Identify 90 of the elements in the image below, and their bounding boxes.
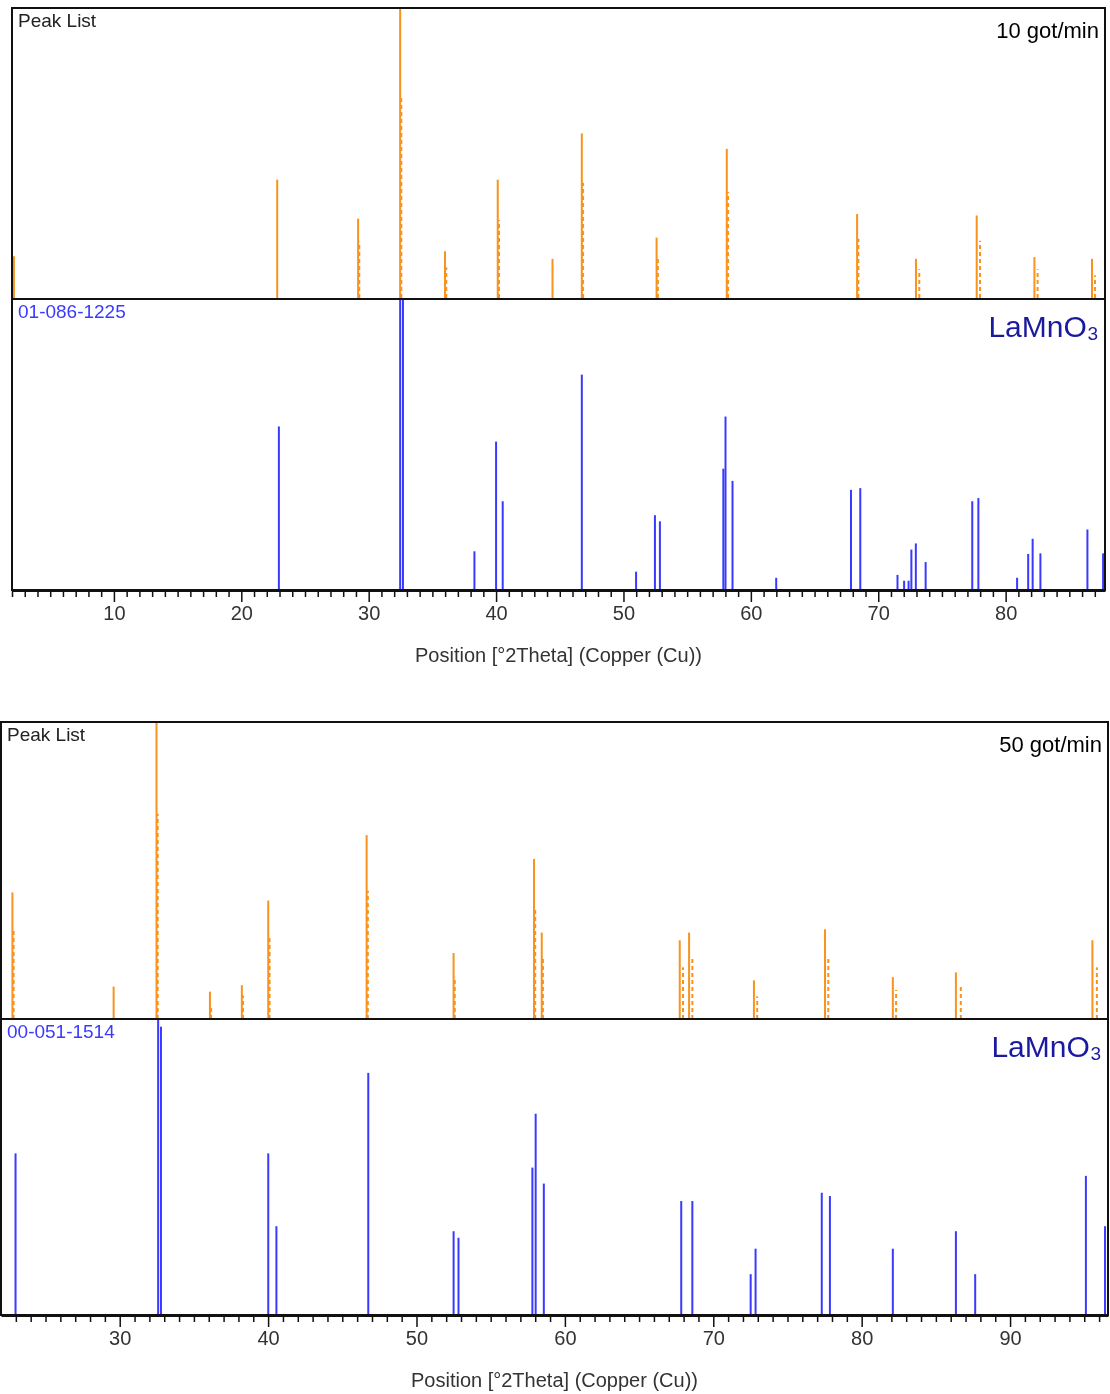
x-tick-label: 30: [358, 602, 381, 624]
bar: [754, 1248, 757, 1315]
bar: [277, 426, 280, 590]
bar: [891, 1248, 894, 1315]
x-tick-label: 50: [612, 602, 636, 624]
bar: [457, 1237, 460, 1315]
bar: [11, 892, 14, 1019]
bar: [276, 179, 279, 299]
bar: [267, 900, 270, 1019]
x-tick-label: 60: [740, 602, 763, 624]
bar: [1031, 538, 1034, 590]
bar: [896, 574, 899, 590]
bar: [688, 932, 691, 1019]
bar: [1084, 1175, 1087, 1315]
bar: [1091, 940, 1094, 1019]
x-tick-label: 10: [103, 602, 126, 624]
bar: [1033, 257, 1036, 299]
bar: [1102, 553, 1105, 590]
bar: [1016, 577, 1019, 590]
bar: [775, 577, 778, 590]
bar: [1027, 553, 1030, 590]
bar: [974, 1274, 977, 1315]
chart-title: Peak List: [18, 10, 97, 31]
bar: [1086, 529, 1089, 590]
bar: [691, 1201, 694, 1315]
annotation: 50 got/min: [999, 732, 1102, 757]
bar: [954, 972, 957, 1019]
bar: [1095, 967, 1098, 1019]
bar: [658, 521, 661, 590]
bar: [495, 441, 498, 590]
bar: [267, 1153, 270, 1315]
annotation: LaMnO₃: [991, 1030, 1102, 1063]
bar: [828, 1196, 831, 1315]
bar: [891, 977, 894, 1019]
bar: [724, 416, 727, 590]
annotation: 10 got/min: [996, 18, 1099, 43]
bar: [954, 1231, 957, 1315]
bar: [653, 515, 656, 590]
x-tick-label: 60: [554, 1327, 577, 1349]
bar: [910, 549, 913, 590]
bar: [977, 498, 980, 590]
bar: [1039, 553, 1042, 590]
x-tick-label: 80: [851, 1327, 874, 1349]
bar: [534, 1113, 537, 1315]
bar: [1091, 258, 1094, 299]
bar: [580, 374, 583, 590]
bar: [678, 940, 681, 1019]
x-tick-label: 20: [230, 602, 253, 624]
bar: [959, 985, 962, 1019]
bar: [859, 488, 862, 590]
bar: [975, 215, 978, 299]
x-tick-label: 40: [485, 602, 508, 624]
chart-title: Peak List: [7, 724, 86, 745]
bar: [14, 1153, 17, 1315]
bar: [531, 1167, 534, 1315]
bar: [367, 1072, 370, 1315]
x-tick-label: 80: [995, 602, 1018, 624]
bar: [820, 1192, 823, 1315]
bar: [275, 1226, 278, 1315]
x-tick-label: 50: [405, 1327, 429, 1349]
x-axis-title: Position [°2Theta] (Copper (Cu)): [410, 1369, 699, 1391]
bar: [849, 489, 852, 590]
chart-title: 00-051-1514: [7, 1021, 116, 1042]
bar: [752, 980, 755, 1019]
bar: [749, 1274, 752, 1315]
bar: [112, 986, 115, 1019]
bar: [824, 929, 827, 1019]
annotation: LaMnO₃: [988, 310, 1099, 343]
bar: [731, 480, 734, 590]
x-tick-label: 70: [867, 602, 890, 624]
bar: [501, 501, 504, 590]
bar: [924, 562, 927, 590]
bar: [914, 258, 917, 299]
bar: [680, 1201, 683, 1315]
bar: [1104, 1226, 1107, 1315]
x-tick-label: 70: [702, 1327, 725, 1349]
bar: [971, 501, 974, 590]
x-tick-label: 40: [257, 1327, 280, 1349]
x-tick-label: 90: [999, 1327, 1022, 1349]
bar: [473, 551, 476, 590]
bar: [551, 258, 554, 299]
x-tick-label: 30: [109, 1327, 132, 1349]
bar: [12, 256, 15, 299]
bar: [914, 543, 917, 590]
bar: [542, 1183, 545, 1315]
bar: [452, 1231, 455, 1315]
bar: [635, 571, 638, 590]
x-axis-title: Position [°2Theta] (Copper (Cu)): [414, 644, 703, 666]
bar: [1036, 269, 1039, 299]
chart-title: 01-086-1225: [18, 301, 126, 322]
